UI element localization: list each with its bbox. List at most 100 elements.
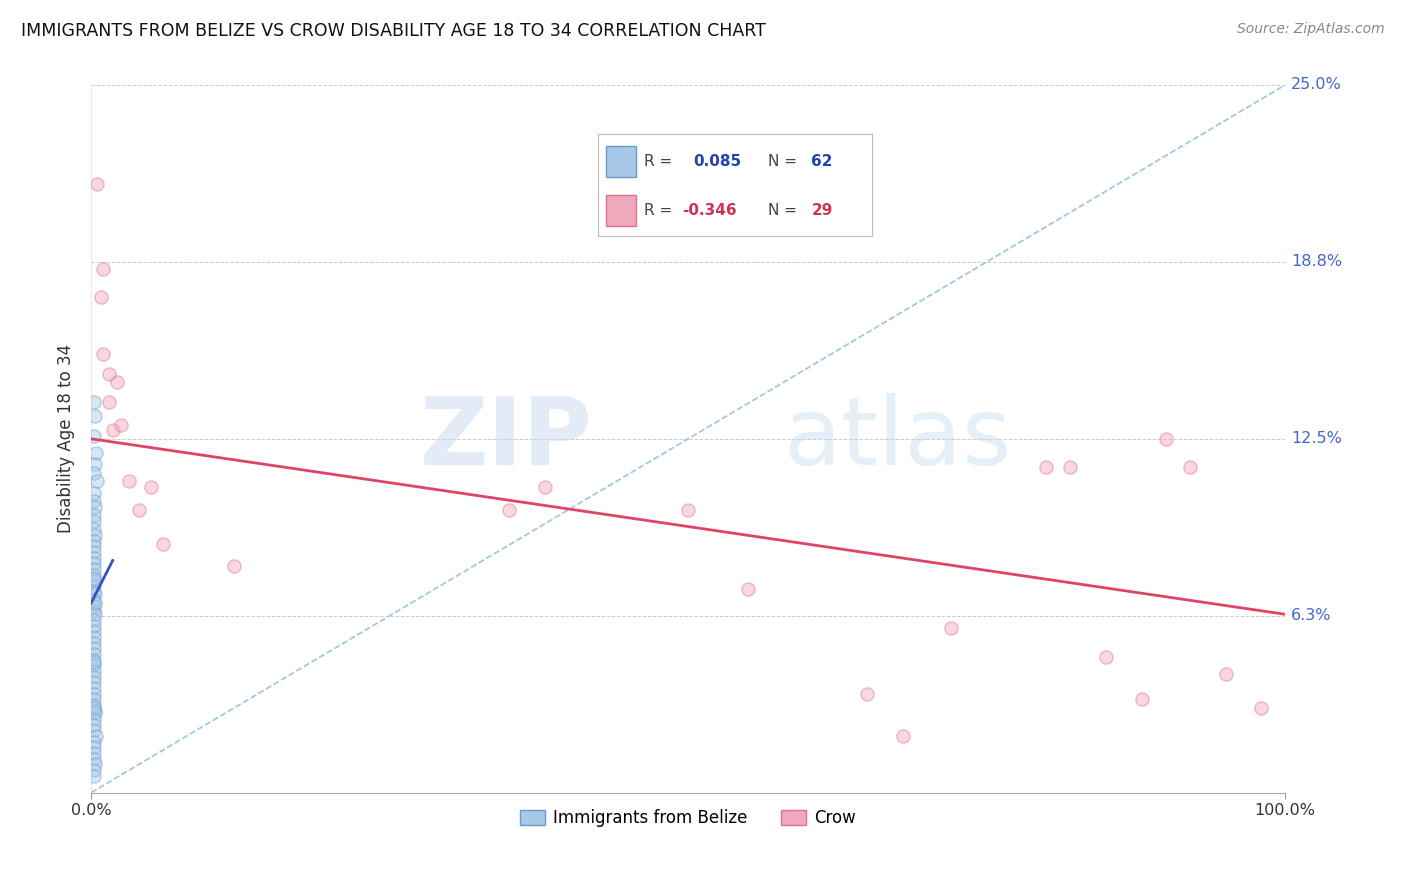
Point (83, 658, 105, 673)
Point (83, 681, 105, 695)
Y-axis label: Disability Age 18 to 34: Disability Age 18 to 34 (58, 344, 75, 533)
Text: 6.3%: 6.3% (1291, 608, 1331, 624)
Point (83, 752, 105, 766)
Text: 18.8%: 18.8% (1291, 254, 1343, 269)
Text: 62: 62 (811, 154, 832, 169)
Point (83, 712, 105, 726)
Point (101, 423, 124, 437)
Point (83, 735, 105, 749)
Text: 29: 29 (811, 203, 832, 219)
Point (83, 605, 105, 619)
Point (83, 700, 105, 714)
Point (128, 502, 150, 516)
Point (83, 769, 105, 783)
Point (139, 480, 162, 494)
Point (84, 729, 107, 743)
Point (83, 664, 105, 678)
Point (83, 607, 105, 622)
Point (83, 485, 105, 500)
Point (83, 522, 105, 536)
Point (86, 177, 108, 191)
Point (86, 475, 108, 489)
Point (83, 457, 105, 471)
Point (110, 417, 132, 432)
Point (90, 290, 112, 304)
Point (83, 584, 105, 599)
Text: R =: R = (644, 203, 672, 219)
Point (83, 647, 105, 661)
Point (83, 723, 105, 738)
Point (224, 559, 246, 574)
Point (83, 717, 105, 731)
Point (91, 347, 114, 361)
Point (83, 494, 105, 508)
Point (83, 687, 105, 701)
Point (83, 545, 105, 559)
Point (83, 570, 105, 584)
Point (91, 262, 114, 277)
Point (83, 698, 105, 712)
Point (83, 429, 105, 443)
Point (118, 475, 141, 489)
Point (84, 446, 107, 460)
Point (83, 579, 105, 593)
Point (676, 502, 699, 516)
Point (1059, 460, 1081, 475)
Text: Source: ZipAtlas.com: Source: ZipAtlas.com (1237, 22, 1385, 37)
Point (83, 706, 105, 721)
Point (83, 596, 105, 610)
Text: IMMIGRANTS FROM BELIZE VS CROW DISABILITY AGE 18 TO 34 CORRELATION CHART: IMMIGRANTS FROM BELIZE VS CROW DISABILIT… (21, 22, 766, 40)
Text: N =: N = (768, 154, 797, 169)
Point (83, 599, 105, 613)
Point (83, 574, 105, 588)
Point (83, 624, 105, 639)
Point (856, 687, 879, 701)
Point (1095, 649, 1118, 664)
Point (83, 656, 105, 670)
Point (83, 557, 105, 571)
Point (83, 550, 105, 565)
Point (83, 692, 105, 706)
Point (83, 593, 105, 607)
Point (83, 409, 105, 424)
Point (83, 763, 105, 777)
Point (83, 635, 105, 649)
Point (83, 528, 105, 542)
Point (83, 500, 105, 514)
Legend: Immigrants from Belize, Crow: Immigrants from Belize, Crow (513, 803, 863, 834)
Point (1154, 432, 1177, 446)
Point (83, 514, 105, 528)
Point (83, 533, 105, 548)
Point (891, 729, 914, 743)
Point (737, 582, 759, 596)
Text: -0.346: -0.346 (682, 203, 737, 219)
Text: ZIP: ZIP (420, 392, 593, 484)
FancyBboxPatch shape (606, 146, 636, 177)
Point (83, 562, 105, 576)
Point (83, 395, 105, 409)
Text: N =: N = (768, 203, 797, 219)
Point (83, 508, 105, 523)
Point (152, 536, 174, 550)
Text: R =: R = (644, 154, 672, 169)
Point (83, 567, 105, 582)
Point (83, 652, 105, 666)
Point (83, 630, 105, 644)
Text: 0.085: 0.085 (693, 154, 741, 169)
FancyBboxPatch shape (606, 195, 636, 226)
Point (498, 502, 520, 516)
Point (83, 613, 105, 627)
Point (83, 670, 105, 684)
Point (83, 587, 105, 601)
Point (83, 740, 105, 755)
Point (1215, 666, 1237, 681)
Point (83, 618, 105, 632)
Text: atlas: atlas (783, 392, 1012, 484)
Point (83, 746, 105, 760)
Point (1035, 460, 1057, 475)
Point (1250, 700, 1272, 714)
Point (939, 622, 962, 636)
Point (83, 757, 105, 772)
Point (107, 375, 129, 389)
Point (1130, 692, 1153, 706)
